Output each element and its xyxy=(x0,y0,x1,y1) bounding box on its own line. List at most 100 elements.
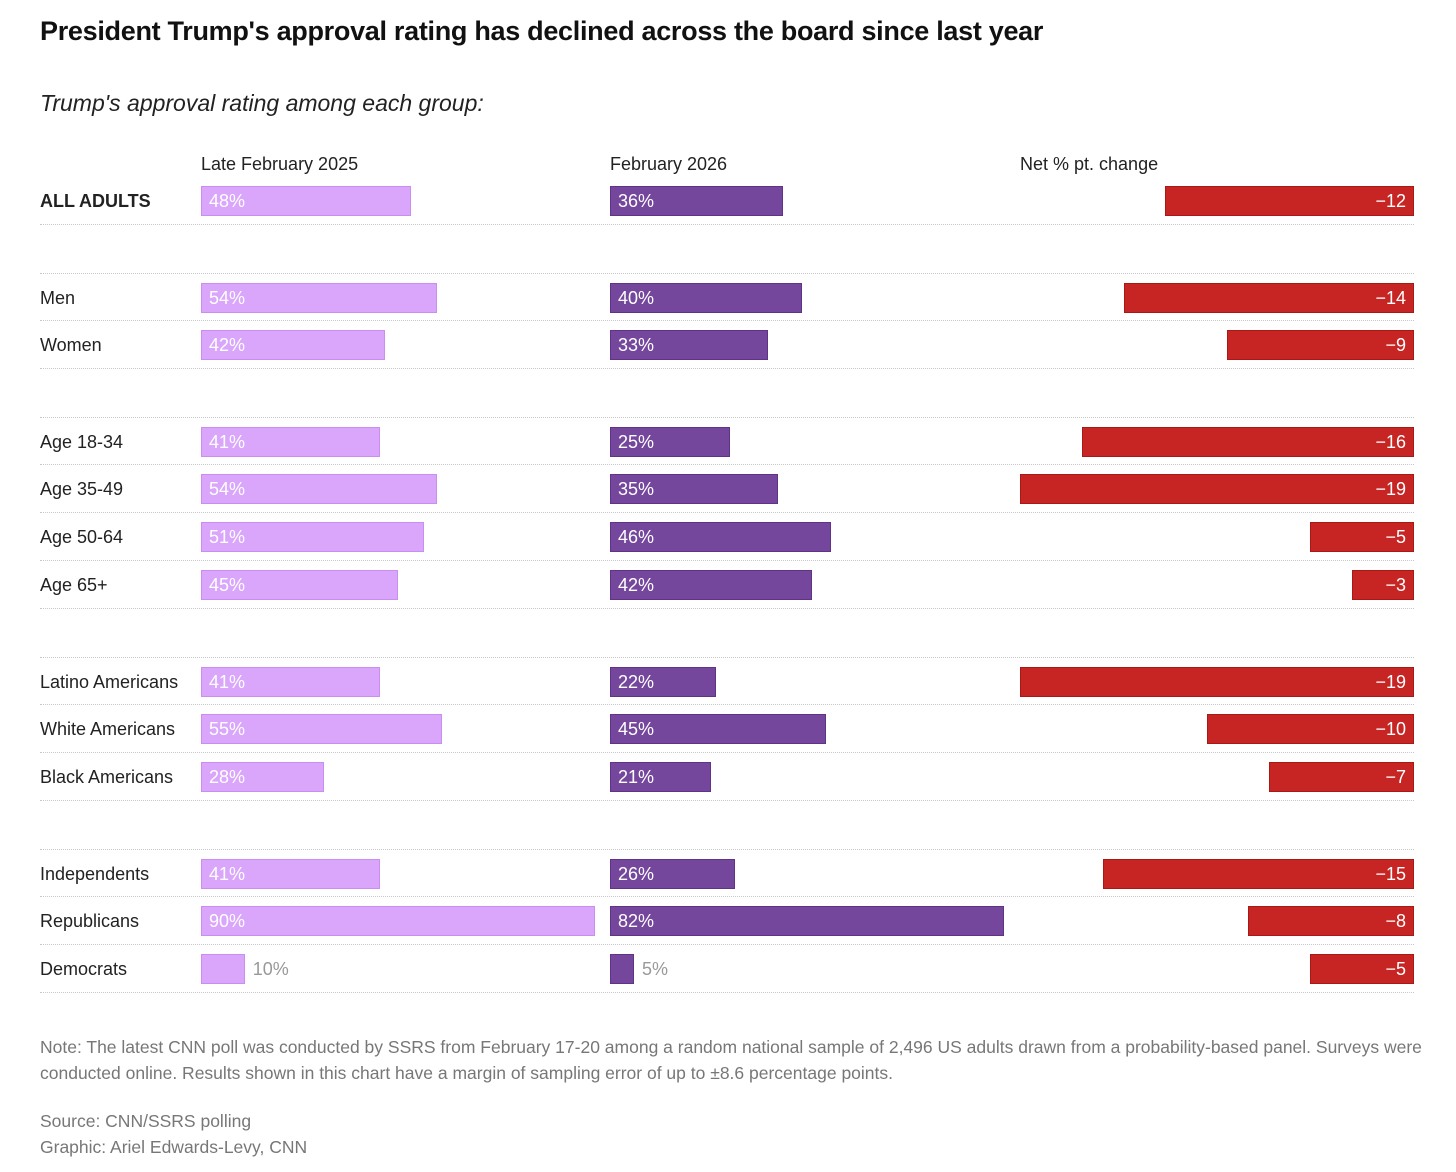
value-label-2026: 36% xyxy=(618,191,655,211)
row-label: Age 35-49 xyxy=(40,479,124,499)
bar-net-change xyxy=(1310,522,1414,552)
table-row: ALL ADULTS 48% 36% −12 xyxy=(40,177,1414,225)
bar-2026 xyxy=(610,283,802,313)
bar-2026 xyxy=(610,522,831,552)
table-row: Women 42% 33% −9 xyxy=(40,321,1414,369)
bar-net-change xyxy=(1019,474,1414,504)
bar-2026 xyxy=(610,427,730,457)
row-label: White Americans xyxy=(40,719,176,739)
row-label: Women xyxy=(40,335,102,355)
value-label-net-change: −7 xyxy=(1385,767,1406,787)
value-label-2026: 40% xyxy=(618,288,655,308)
value-label-2026: 35% xyxy=(618,479,655,499)
bar-2026 xyxy=(610,330,769,360)
row-label: Age 65+ xyxy=(40,575,108,595)
chart-source: Source: CNN/SSRS polling xyxy=(40,1111,252,1131)
row-label: Democrats xyxy=(40,959,128,979)
table-row: Age 50-64 51% 46% −5 xyxy=(40,513,1414,561)
value-label-2025: 41% xyxy=(209,672,246,692)
chart-credit: Graphic: Ariel Edwards-Levy, CNN xyxy=(40,1137,308,1157)
bar-2025 xyxy=(201,667,381,697)
bar-2025 xyxy=(201,474,438,504)
value-label-2025: 55% xyxy=(209,719,246,739)
value-label-net-change: −3 xyxy=(1385,575,1406,595)
value-label-2025: 41% xyxy=(209,432,246,452)
bar-net-change xyxy=(1082,427,1414,457)
value-label-2026: 82% xyxy=(618,911,655,931)
value-label-2026: 25% xyxy=(618,432,655,452)
value-label-2025: 90% xyxy=(209,911,246,931)
value-label-net-change: −16 xyxy=(1375,432,1406,452)
chart-area: ALL ADULTS 48% 36% −12 Men 54% 40% −14 Women 42% 3… xyxy=(40,177,1414,993)
table-row: Independents 41% 26% −15 xyxy=(40,849,1414,897)
column-header-2026: February 2026 xyxy=(610,154,728,174)
bar-2025 xyxy=(201,330,385,360)
bar-2026 xyxy=(610,762,711,792)
table-row: Democrats 10% 5% −5 xyxy=(40,945,1414,993)
row-label: Age 18-34 xyxy=(40,432,124,452)
bar-net-change xyxy=(1165,186,1414,216)
row-label: Age 50-64 xyxy=(40,527,124,547)
table-row: Age 35-49 54% 35% −19 xyxy=(40,465,1414,513)
row-label: Republicans xyxy=(40,911,140,931)
bar-2025 xyxy=(201,570,398,600)
bar-2025 xyxy=(201,762,324,792)
chart-subtitle: Trump's approval rating among each group… xyxy=(40,90,484,116)
bar-2026 xyxy=(610,714,826,744)
row-label: Black Americans xyxy=(40,767,174,787)
value-label-2026: 46% xyxy=(618,527,655,547)
bar-2025 xyxy=(201,522,425,552)
bar-2025 xyxy=(201,859,381,889)
value-label-net-change: −8 xyxy=(1385,911,1406,931)
value-label-2025: 54% xyxy=(209,479,246,499)
value-label-net-change: −14 xyxy=(1375,288,1406,308)
value-label-2026: 22% xyxy=(618,672,655,692)
value-label-2026: 5% xyxy=(642,959,669,979)
value-label-net-change: −5 xyxy=(1385,959,1406,979)
value-label-2026: 33% xyxy=(618,335,655,355)
bar-2026 xyxy=(610,954,634,984)
table-row: Republicans 90% 82% −8 xyxy=(40,897,1414,945)
value-label-2025: 54% xyxy=(209,288,246,308)
bar-2026 xyxy=(610,186,783,216)
value-label-2026: 26% xyxy=(618,864,655,884)
value-label-2026: 21% xyxy=(618,767,655,787)
bar-2025 xyxy=(201,427,381,457)
value-label-2025: 42% xyxy=(209,335,246,355)
bar-2026 xyxy=(610,570,812,600)
bar-net-change xyxy=(1019,667,1414,697)
value-label-2025: 45% xyxy=(209,575,246,595)
column-header-2025: Late February 2025 xyxy=(201,154,359,174)
chart-note: Note: The latest CNN poll was conducted … xyxy=(40,1037,1422,1083)
bar-net-change xyxy=(1102,859,1414,889)
bar-net-change xyxy=(1351,570,1414,600)
value-label-2026: 45% xyxy=(618,719,655,739)
value-label-net-change: −9 xyxy=(1385,335,1406,355)
bar-2026 xyxy=(610,474,778,504)
table-row: Latino Americans 41% 22% −19 xyxy=(40,657,1414,705)
table-row: White Americans 55% 45% −10 xyxy=(40,705,1414,753)
value-label-net-change: −19 xyxy=(1375,479,1406,499)
row-label: Latino Americans xyxy=(40,672,179,692)
bar-net-change xyxy=(1123,283,1414,313)
bar-net-change xyxy=(1206,714,1414,744)
table-row: Age 65+ 45% 42% −3 xyxy=(40,561,1414,609)
bar-net-change xyxy=(1268,762,1414,792)
value-label-2025: 10% xyxy=(252,959,289,979)
bar-2026 xyxy=(610,906,1004,936)
value-label-2026: 42% xyxy=(618,575,655,595)
column-header-net-change: Net % pt. change xyxy=(1020,154,1159,174)
bar-2025 xyxy=(201,283,438,313)
bar-2025 xyxy=(201,954,245,984)
row-label: Men xyxy=(40,288,76,308)
value-label-2025: 48% xyxy=(209,191,246,211)
table-row: Black Americans 28% 21% −7 xyxy=(40,753,1414,801)
bar-net-change xyxy=(1248,906,1414,936)
bar-2026 xyxy=(610,667,716,697)
bar-2025 xyxy=(201,714,442,744)
chart-title: President Trump's approval rating has de… xyxy=(40,16,1044,46)
table-row: Men 54% 40% −14 xyxy=(40,273,1414,321)
row-label: Independents xyxy=(40,864,150,884)
value-label-net-change: −5 xyxy=(1385,527,1406,547)
bar-net-change xyxy=(1310,954,1414,984)
